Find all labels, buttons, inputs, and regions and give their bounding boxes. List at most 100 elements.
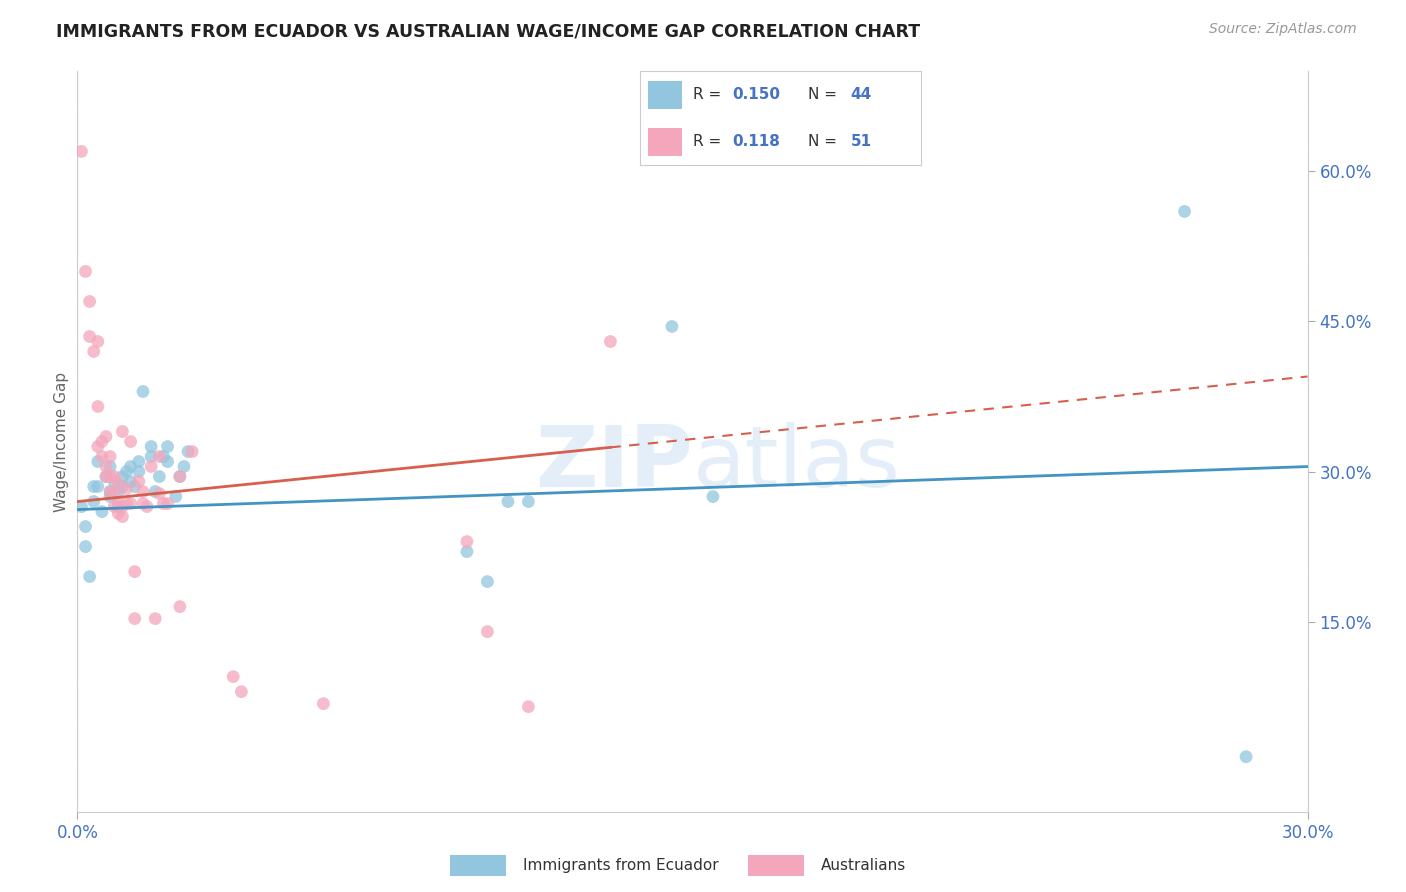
Point bbox=[128, 475, 150, 489]
Point bbox=[103, 475, 125, 489]
Point bbox=[103, 486, 125, 500]
Point bbox=[141, 450, 163, 464]
Point bbox=[169, 469, 191, 483]
Text: Immigrants from Ecuador: Immigrants from Ecuador bbox=[523, 858, 718, 872]
Point bbox=[75, 519, 97, 533]
Point bbox=[152, 450, 174, 464]
Point bbox=[111, 509, 134, 524]
Text: N =: N = bbox=[808, 134, 842, 149]
Point bbox=[94, 459, 117, 474]
Text: 51: 51 bbox=[851, 134, 872, 149]
Text: Source: ZipAtlas.com: Source: ZipAtlas.com bbox=[1209, 22, 1357, 37]
Point bbox=[173, 459, 195, 474]
Point bbox=[111, 479, 134, 493]
Point bbox=[143, 612, 166, 626]
Point bbox=[70, 145, 93, 159]
Point bbox=[120, 459, 142, 474]
Point bbox=[148, 486, 170, 500]
Point bbox=[83, 479, 105, 493]
Point bbox=[517, 699, 540, 714]
Point bbox=[115, 482, 138, 496]
Point bbox=[98, 484, 121, 499]
Point bbox=[103, 500, 125, 514]
Point bbox=[165, 490, 187, 504]
Point bbox=[222, 670, 245, 684]
Bar bbox=[648, 81, 682, 109]
Point bbox=[98, 459, 121, 474]
Point bbox=[496, 494, 519, 508]
Point bbox=[148, 469, 170, 483]
Point bbox=[70, 500, 93, 514]
Text: R =: R = bbox=[693, 87, 727, 103]
Point bbox=[156, 440, 179, 454]
Point bbox=[107, 476, 129, 491]
Point bbox=[132, 384, 155, 399]
Point bbox=[156, 454, 179, 468]
Point bbox=[107, 497, 129, 511]
Point bbox=[87, 454, 110, 468]
Point bbox=[98, 450, 121, 464]
Point bbox=[103, 469, 125, 483]
Point bbox=[115, 465, 138, 479]
Point bbox=[87, 334, 110, 349]
Point bbox=[98, 490, 121, 504]
Point bbox=[87, 400, 110, 414]
Point bbox=[111, 425, 134, 439]
Point bbox=[120, 497, 142, 511]
Bar bbox=[450, 855, 506, 876]
Point bbox=[90, 434, 114, 449]
Bar bbox=[648, 128, 682, 156]
Point bbox=[111, 469, 134, 483]
Text: Australians: Australians bbox=[821, 858, 907, 872]
Point bbox=[94, 469, 117, 483]
Point bbox=[94, 429, 117, 443]
Point bbox=[231, 684, 253, 698]
Point bbox=[111, 500, 134, 514]
Point bbox=[115, 497, 138, 511]
Text: IMMIGRANTS FROM ECUADOR VS AUSTRALIAN WAGE/INCOME GAP CORRELATION CHART: IMMIGRANTS FROM ECUADOR VS AUSTRALIAN WA… bbox=[56, 22, 921, 40]
Text: 0.150: 0.150 bbox=[733, 87, 780, 103]
Point bbox=[181, 444, 204, 458]
Text: R =: R = bbox=[693, 134, 727, 149]
Point bbox=[124, 565, 146, 579]
Text: ZIP: ZIP bbox=[534, 422, 693, 505]
Point bbox=[79, 329, 101, 343]
Point bbox=[169, 599, 191, 614]
Point bbox=[107, 507, 129, 521]
Point bbox=[148, 450, 170, 464]
Point bbox=[79, 294, 101, 309]
Point bbox=[312, 697, 335, 711]
Point bbox=[107, 500, 129, 514]
Point bbox=[143, 484, 166, 499]
Point bbox=[83, 494, 105, 508]
Text: 44: 44 bbox=[851, 87, 872, 103]
Point bbox=[132, 484, 155, 499]
Point bbox=[94, 469, 117, 483]
Point bbox=[477, 624, 499, 639]
Point bbox=[661, 319, 683, 334]
Point bbox=[169, 469, 191, 483]
Point bbox=[124, 612, 146, 626]
Point bbox=[120, 434, 142, 449]
Text: 0.118: 0.118 bbox=[733, 134, 780, 149]
Point bbox=[477, 574, 499, 589]
Point bbox=[75, 540, 97, 554]
Point bbox=[90, 505, 114, 519]
Point bbox=[107, 484, 129, 499]
Point bbox=[75, 264, 97, 278]
Point bbox=[456, 544, 478, 558]
Text: atlas: atlas bbox=[693, 422, 900, 505]
Point bbox=[599, 334, 621, 349]
Point bbox=[87, 479, 110, 493]
Point bbox=[87, 440, 110, 454]
Point bbox=[124, 479, 146, 493]
Point bbox=[83, 344, 105, 359]
Point bbox=[152, 497, 174, 511]
Y-axis label: Wage/Income Gap: Wage/Income Gap bbox=[53, 371, 69, 512]
Point bbox=[156, 497, 179, 511]
Point bbox=[98, 469, 121, 483]
Point bbox=[98, 484, 121, 499]
Point bbox=[132, 497, 155, 511]
Point bbox=[517, 494, 540, 508]
Bar bbox=[748, 855, 804, 876]
